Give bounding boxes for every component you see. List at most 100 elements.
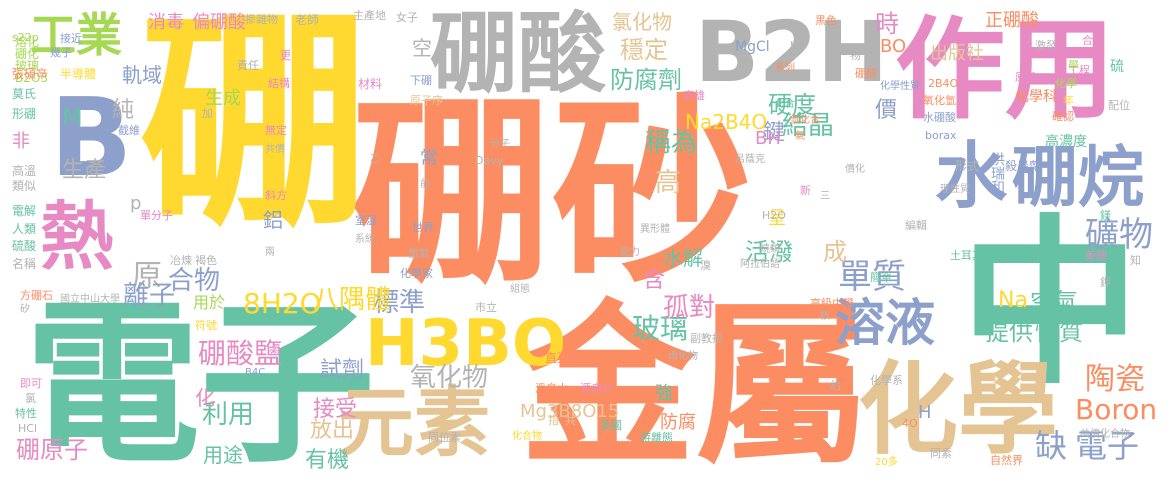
- cloud-word: 矽: [20, 304, 30, 315]
- cloud-word: 控制: [355, 199, 377, 212]
- cloud-word: 市立: [475, 301, 497, 314]
- cloud-word: 共價: [265, 144, 285, 155]
- cloud-word: 能力: [620, 247, 640, 258]
- cloud-word: 游離態: [640, 431, 673, 444]
- cloud-word: 硫: [1110, 59, 1124, 75]
- cloud-word: 標準: [373, 288, 426, 318]
- cloud-word: 穩定: [620, 36, 668, 64]
- cloud-word: 年: [1063, 94, 1074, 107]
- cloud-word: 莫氏: [12, 87, 37, 101]
- cloud-word: 稱為: [645, 128, 698, 158]
- cloud-word: 用途: [203, 443, 243, 467]
- cloud-word: 前: [420, 179, 430, 190]
- cloud-word: 確認: [1052, 110, 1074, 123]
- cloud-word: 高濃度: [1045, 134, 1087, 150]
- cloud-word: 鎂: [1100, 209, 1111, 222]
- cloud-word: 硼原子: [16, 436, 88, 464]
- cloud-word: 孤對: [663, 293, 716, 323]
- cloud-word: 熔化: [15, 35, 40, 49]
- cloud-word: 化學性質: [880, 81, 920, 92]
- cloud-word: 化學: [1055, 77, 1077, 90]
- cloud-word: 分子: [490, 139, 510, 150]
- cloud-word: 缺: [1035, 427, 1068, 465]
- cloud-word: 方硼石: [20, 289, 53, 302]
- cloud-word: 老師: [295, 13, 320, 27]
- cloud-word: 單質: [838, 257, 906, 297]
- cloud-word: 性質: [1035, 318, 1083, 346]
- cloud-word: 20多: [875, 457, 898, 468]
- cloud-word: 室溫: [355, 214, 377, 227]
- cloud-word: 消毒: [148, 12, 184, 33]
- cloud-word: 半導體: [60, 67, 97, 81]
- cloud-word: 國立中山大學: [60, 294, 120, 305]
- cloud-word: 電子: [1075, 427, 1140, 465]
- cloud-word: 價: [875, 98, 898, 123]
- cloud-word: 英國: [600, 419, 622, 432]
- cloud-word: 核: [820, 311, 830, 322]
- cloud-word: 化學系: [870, 374, 903, 387]
- cloud-word: 化學科: [1015, 89, 1057, 105]
- cloud-word: 溴: [700, 259, 711, 272]
- cloud-word: 出版社: [930, 43, 984, 64]
- cloud-word: 硬度: [768, 91, 816, 119]
- cloud-word: 黑色: [815, 14, 837, 27]
- cloud-word: Na2B4O: [685, 110, 768, 134]
- cloud-word: 原子序: [410, 94, 443, 107]
- cloud-word: 加: [202, 107, 213, 120]
- cloud-word: 溶液: [835, 294, 935, 352]
- cloud-word: 高溫: [12, 164, 37, 178]
- cloud-word: 組態: [510, 284, 530, 295]
- cloud-word: H: [918, 402, 932, 423]
- cloud-word: 主產地: [353, 9, 386, 22]
- cloud-word: 提供: [985, 318, 1033, 346]
- cloud-word: 鹵化物: [668, 351, 698, 362]
- cloud-word: 責任: [237, 59, 259, 72]
- cloud-word: 系列: [775, 63, 795, 74]
- cloud-word: 張碩辛: [12, 67, 49, 81]
- cloud-word: 化學: [858, 351, 1058, 468]
- cloud-word: 高雄: [683, 89, 705, 102]
- cloud-word: B2O3: [15, 71, 48, 85]
- cloud-word: 防腐劑: [610, 66, 682, 94]
- cloud-word: 冶煉: [170, 254, 192, 267]
- cloud-word: 配位: [1108, 99, 1130, 112]
- cloud-word: 氧化氫: [923, 94, 956, 107]
- cloud-word: 電解: [12, 204, 37, 218]
- cloud-word: 更: [280, 49, 291, 62]
- cloud-word: 形硼: [12, 107, 37, 121]
- cloud-word: 防腐: [660, 412, 696, 433]
- cloud-word: 元素: [338, 378, 490, 467]
- cloud-word: 氯: [25, 392, 36, 405]
- cloud-word: 兩: [265, 247, 275, 258]
- cloud-word: 乙: [370, 154, 380, 165]
- cloud-word: H3BO: [365, 307, 567, 381]
- cloud-word: 阿拉伯語: [740, 259, 780, 270]
- cloud-word: 氫化合: [790, 115, 820, 126]
- cloud-word: 偏硼酸: [192, 12, 246, 33]
- cloud-word: 自然界: [990, 454, 1023, 467]
- cloud-word: 約: [830, 379, 841, 392]
- cloud-word: B2H: [695, 3, 888, 101]
- cloud-word: 形式: [955, 159, 980, 173]
- cloud-word: 活潑: [745, 238, 793, 266]
- cloud-word: 軌域: [122, 63, 162, 87]
- cloud-word: 燒類: [760, 244, 780, 255]
- cloud-word: 殺蟲劑: [1005, 159, 1042, 173]
- cloud-word: 氯化物: [612, 10, 672, 34]
- cloud-word: 工程: [1068, 64, 1090, 77]
- cloud-word: 硼烷: [1012, 139, 1144, 216]
- cloud-word: M: [62, 103, 83, 131]
- cloud-word: 作用: [895, 6, 1115, 134]
- cloud-word: K: [432, 123, 444, 144]
- cloud-word: 學: [1068, 59, 1079, 72]
- cloud-word: 接受: [313, 397, 358, 422]
- cloud-word: 水硼酸: [923, 111, 956, 124]
- cloud-word: 合物: [168, 266, 221, 296]
- cloud-word: 截維: [118, 124, 140, 137]
- cloud-word: 美國: [1085, 249, 1107, 262]
- cloud-word: 價化: [845, 164, 865, 175]
- cloud-word: 常: [420, 148, 438, 169]
- cloud-word: HF: [790, 39, 806, 53]
- cloud-word: 純: [112, 98, 135, 123]
- cloud-word: 接近: [60, 32, 82, 45]
